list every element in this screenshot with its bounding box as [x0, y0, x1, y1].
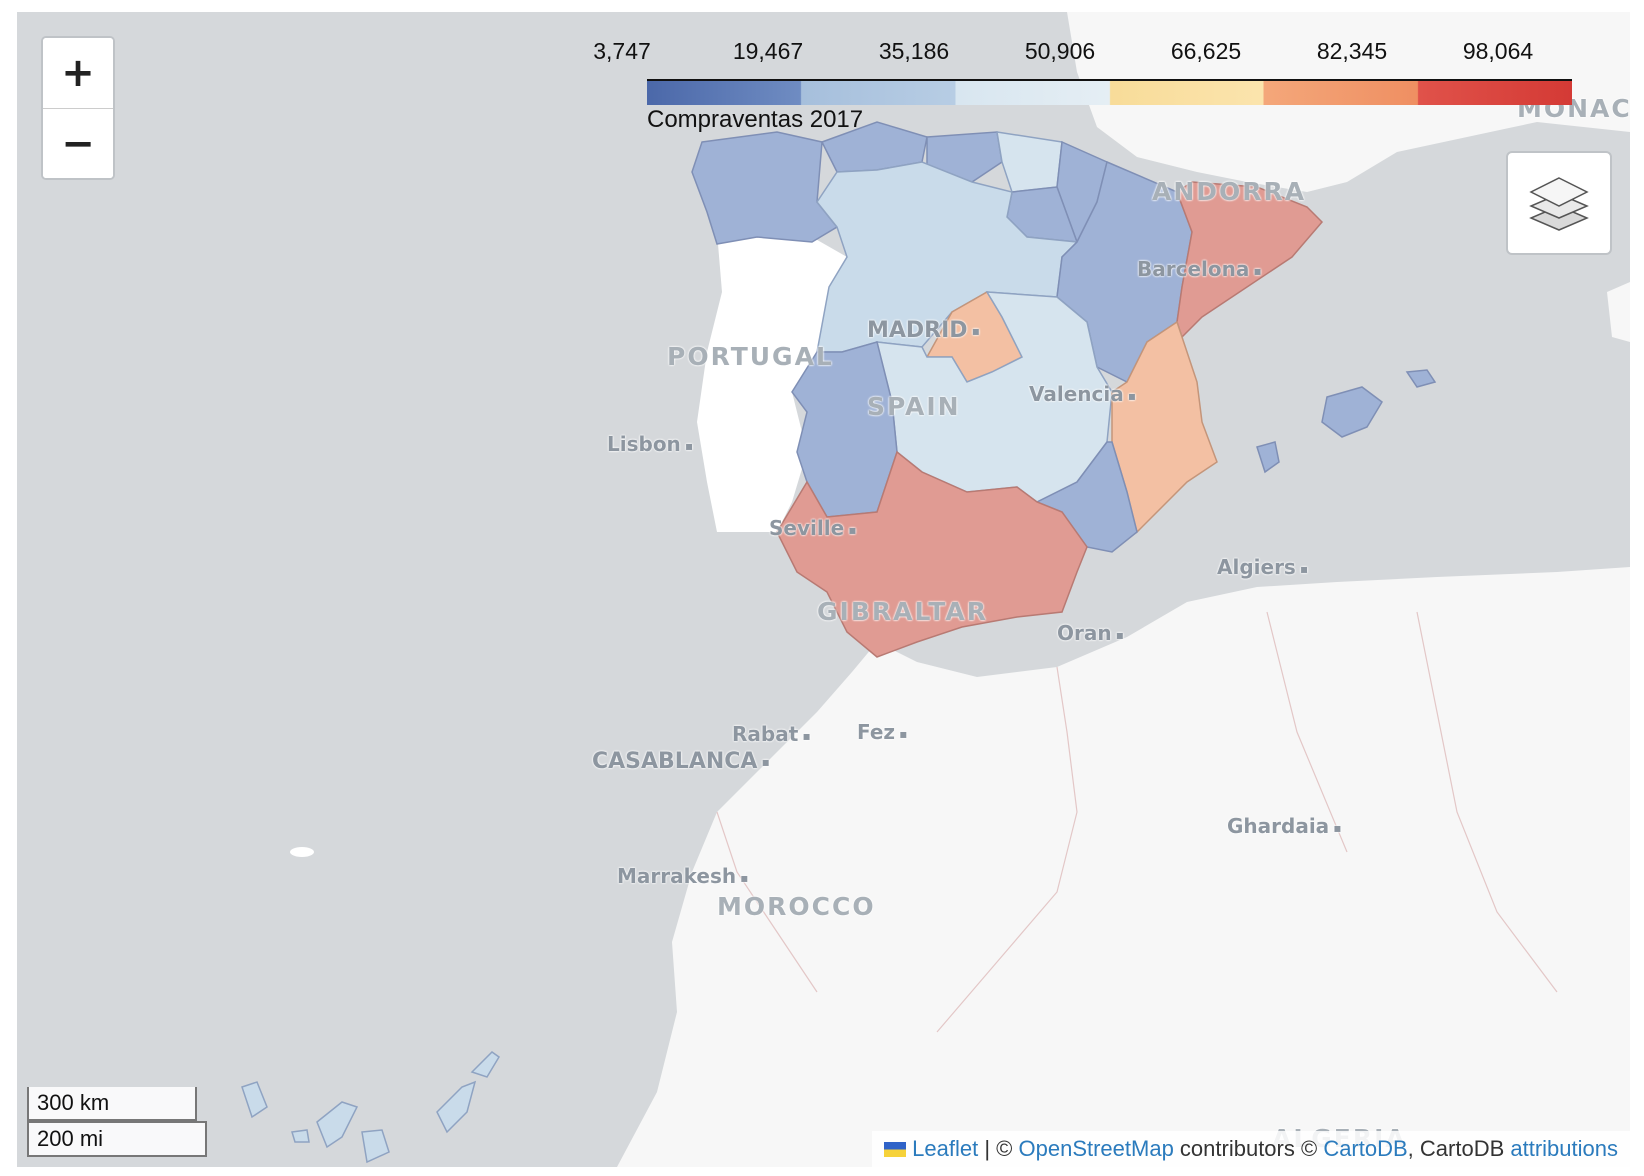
osm-link[interactable]: OpenStreetMap — [1018, 1136, 1174, 1161]
legend-tick-2: 35,186 — [878, 38, 950, 64]
legend-tick-6: 98,064 — [1462, 38, 1534, 64]
legend-tick-0: 3,747 — [593, 38, 651, 64]
label-barcelona: Barcelona — [1137, 257, 1262, 281]
label-lisbon: Lisbon — [607, 432, 693, 456]
border-lines — [716, 611, 1558, 1033]
attribution: Leaflet | © OpenStreetMap contributors ©… — [872, 1131, 1630, 1167]
label-gibraltar: GIBRALTAR — [817, 597, 988, 626]
legend-tick-5: 82,345 — [1316, 38, 1388, 64]
attribution-comma: , CartoDB — [1407, 1136, 1511, 1161]
map-canvas[interactable]: ANDORRA MONACO PORTUGAL SPAIN GIBRALTAR … — [17, 12, 1630, 1167]
zoom-in-button[interactable]: + — [43, 38, 113, 108]
color-legend: 3,747 19,467 35,186 50,906 66,625 82,345… — [592, 38, 1572, 133]
map-base — [241, 12, 1630, 1167]
cartodb-link[interactable]: CartoDB — [1323, 1136, 1408, 1161]
attributions-link[interactable]: attributions — [1510, 1136, 1618, 1161]
leaflet-link[interactable]: Leaflet — [912, 1136, 979, 1161]
scale-bar: 300 km 200 mi — [27, 1087, 207, 1157]
scale-mi: 200 mi — [27, 1121, 207, 1157]
legend-caption: Compraventas 2017 — [647, 106, 864, 133]
region-canary-2[interactable] — [316, 1101, 359, 1149]
portugal-land — [697, 232, 847, 532]
madeira-island — [290, 847, 314, 857]
label-casablanca: CASABLANCA — [592, 749, 770, 774]
label-ghardaia: Ghardaia — [1227, 814, 1342, 838]
label-madrid: MADRID — [867, 318, 980, 343]
region-balearic-ibiza[interactable] — [1256, 441, 1280, 474]
region-balearic-menorca[interactable] — [1405, 369, 1437, 388]
legend-color-bar — [647, 79, 1572, 105]
label-andorra: ANDORRA — [1152, 177, 1307, 206]
zoom-control: + − — [41, 36, 115, 180]
layers-icon — [1529, 177, 1589, 231]
zoom-out-button[interactable]: − — [43, 108, 113, 178]
region-andalusia[interactable] — [776, 450, 1088, 658]
label-valencia: Valencia — [1029, 382, 1136, 406]
layers-control-button[interactable] — [1506, 151, 1612, 255]
label-portugal: PORTUGAL — [667, 342, 834, 371]
attribution-contributors: contributors © — [1173, 1136, 1324, 1161]
scale-km: 300 km — [27, 1087, 197, 1121]
attribution-sep: | © — [978, 1136, 1019, 1161]
sardinia-land — [1607, 282, 1630, 342]
ukraine-flag-icon — [884, 1142, 907, 1157]
region-canary-3[interactable] — [361, 1129, 390, 1164]
region-canary-4[interactable] — [436, 1080, 477, 1134]
label-seville: Seville — [769, 516, 856, 540]
label-oran: Oran — [1057, 621, 1124, 645]
region-cantabria[interactable] — [926, 131, 1003, 183]
region-balearic-mallorca[interactable] — [1321, 386, 1383, 438]
legend-tick-1: 19,467 — [732, 38, 804, 64]
label-algiers: Algiers — [1217, 555, 1308, 579]
region-canary-6[interactable] — [291, 1129, 310, 1143]
region-canary-1[interactable] — [241, 1081, 268, 1119]
north-africa-land — [617, 567, 1630, 1167]
label-spain: SPAIN — [867, 392, 961, 421]
label-morocco: MOROCCO — [717, 892, 876, 921]
legend-tick-3: 50,906 — [1024, 38, 1096, 64]
label-marrakesh: Marrakesh — [617, 864, 748, 888]
region-basque[interactable] — [996, 131, 1063, 193]
legend-tick-4: 66,625 — [1170, 38, 1242, 64]
label-fez: Fez — [857, 720, 907, 744]
region-canary-5[interactable] — [470, 1051, 500, 1078]
label-rabat: Rabat — [732, 722, 811, 746]
region-galicia[interactable] — [691, 131, 839, 245]
